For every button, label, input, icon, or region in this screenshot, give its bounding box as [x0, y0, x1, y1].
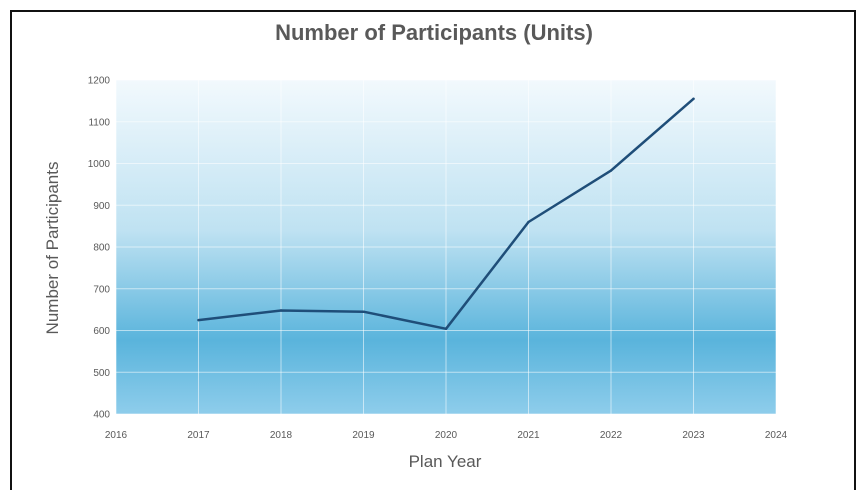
data-point: [362, 310, 365, 313]
x-tick-label: 2023: [682, 430, 705, 441]
data-point: [279, 309, 283, 312]
chart-title: Number of Participants (Units): [275, 20, 593, 45]
series: [197, 97, 695, 331]
y-tick-label: 400: [93, 410, 110, 421]
x-tick-label: 2018: [270, 430, 293, 441]
x-tick-label: 2019: [352, 430, 375, 441]
y-tick-label: 800: [93, 243, 110, 254]
y-tick-label: 700: [93, 284, 110, 295]
x-tick-label: 2016: [105, 430, 128, 441]
x-tick-label: 2017: [187, 430, 210, 441]
data-point: [609, 169, 613, 172]
y-tick-label: 1100: [88, 117, 110, 128]
y-tick-label: 600: [93, 326, 110, 337]
x-axis-label: Plan Year: [408, 452, 482, 471]
data-point: [692, 97, 695, 100]
tick-labels: 400 500 600 700 800 900 1000 1100 1200 2016 2017 20…: [88, 76, 788, 442]
y-tick-label: 1200: [88, 76, 111, 87]
data-point: [444, 327, 448, 331]
y-tick-label: 500: [93, 368, 110, 379]
data-point: [197, 318, 200, 322]
y-tick-label: 1000: [88, 159, 111, 170]
x-tick-label: 2021: [517, 430, 540, 441]
x-tick-label: 2020: [435, 430, 458, 441]
data-point: [527, 220, 530, 224]
x-tick-label: 2022: [600, 430, 623, 441]
y-tick-label: 900: [93, 201, 110, 212]
gridlines: [115, 79, 777, 415]
x-tick-label: 2024: [765, 430, 788, 441]
